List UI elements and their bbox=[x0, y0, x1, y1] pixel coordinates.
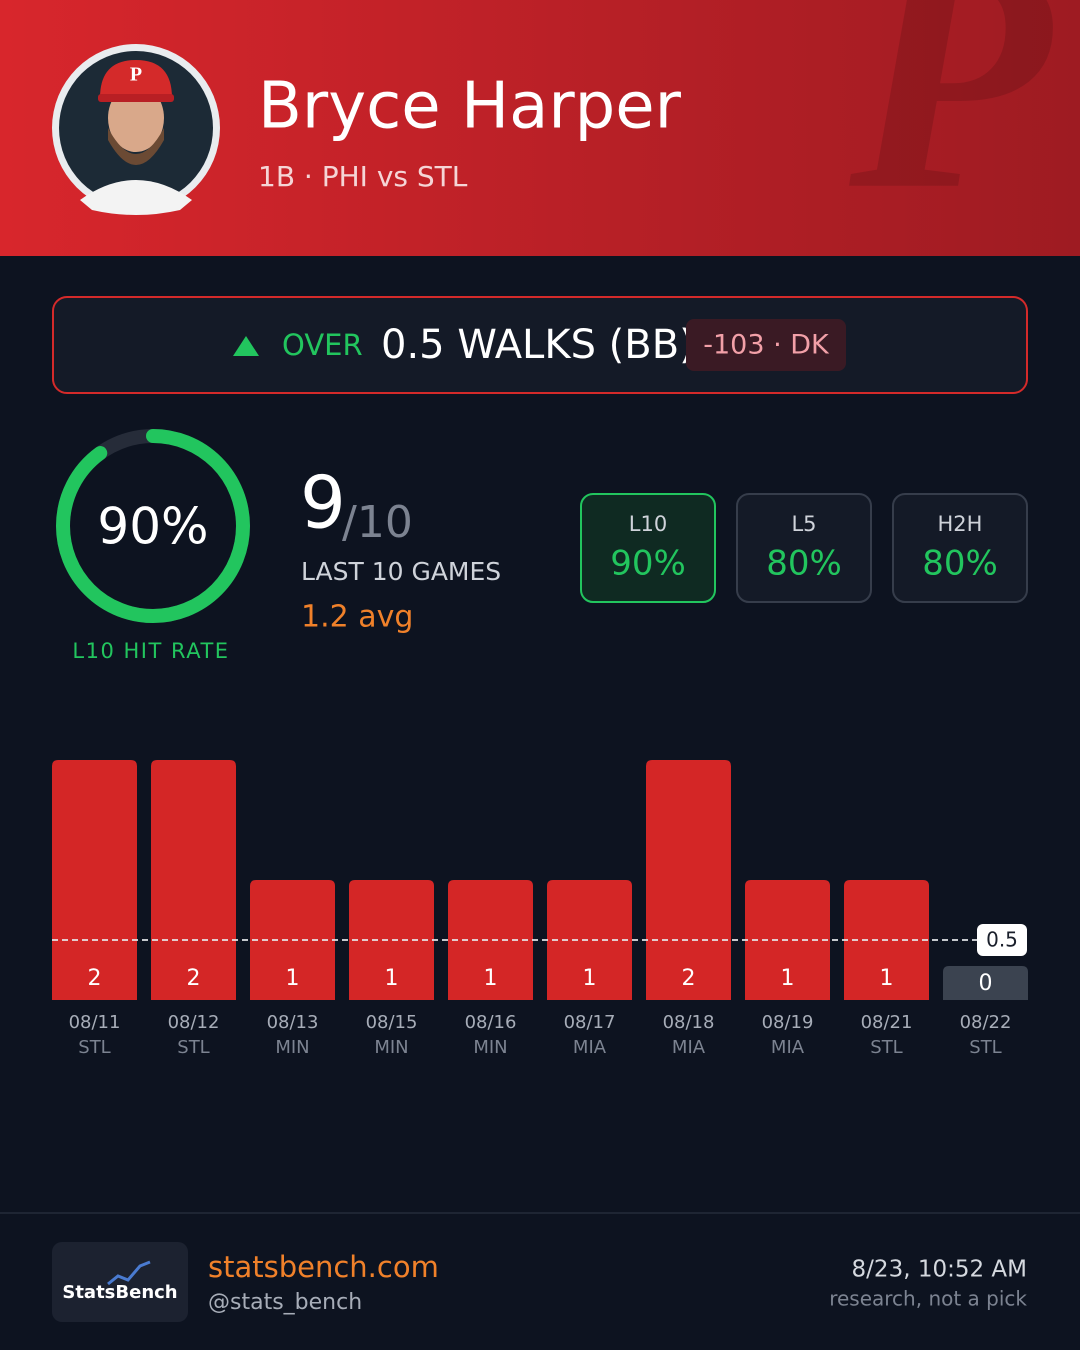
split-box bbox=[892, 493, 1028, 603]
svg-text:P: P bbox=[130, 64, 142, 86]
opponent-label: MIA bbox=[771, 1037, 805, 1058]
opponent-label: MIN bbox=[473, 1037, 507, 1058]
logo-box bbox=[52, 1242, 188, 1322]
avatar: P bbox=[52, 44, 220, 215]
bar-value-label: 1 bbox=[880, 966, 894, 991]
opponent-label: STL bbox=[177, 1037, 209, 1058]
opponent-label: STL bbox=[969, 1037, 1001, 1058]
split-box bbox=[736, 493, 872, 603]
split-value: 80% bbox=[922, 544, 998, 584]
bar bbox=[151, 760, 236, 1000]
bar-value-label: 1 bbox=[286, 966, 300, 991]
split-label: L5 bbox=[791, 512, 816, 536]
prop-line: 0.5 WALKS (BB) bbox=[381, 322, 695, 368]
splits: L10 90% L5 80% H2H 80% bbox=[580, 493, 1028, 603]
hit-rate-ring bbox=[56, 429, 250, 623]
x-tick-label: 08/22 bbox=[960, 1012, 1012, 1033]
bar bbox=[646, 760, 731, 1000]
bar bbox=[943, 966, 1028, 1000]
record-avg: 1.2 avg bbox=[301, 600, 413, 635]
footer-handle: @stats_bench bbox=[208, 1290, 362, 1315]
opponent-label: MIA bbox=[573, 1037, 607, 1058]
logo-icon bbox=[107, 1260, 151, 1286]
split-value: 80% bbox=[766, 544, 842, 584]
opponent-label: MIN bbox=[275, 1037, 309, 1058]
bar-value-label: 1 bbox=[583, 966, 597, 991]
bar-value-label: 0 bbox=[979, 971, 993, 996]
bar-value-label: 1 bbox=[385, 966, 399, 991]
footer-site: statsbench.com bbox=[208, 1250, 439, 1284]
record-total: /10 bbox=[342, 497, 413, 548]
record-games: LAST 10 GAMES bbox=[301, 557, 501, 586]
footer-timestamp: 8/23, 10:52 AM bbox=[852, 1257, 1027, 1283]
player-subtitle: 1B · PHI vs STL bbox=[258, 160, 468, 193]
bar bbox=[52, 760, 137, 1000]
hit-rate-label: 90% bbox=[97, 498, 208, 556]
prop-line-tag bbox=[977, 924, 1027, 956]
bar-value-label: 1 bbox=[484, 966, 498, 991]
prop-side: OVER bbox=[282, 328, 363, 362]
bar bbox=[448, 880, 533, 1000]
bar-value-label: 2 bbox=[88, 966, 102, 991]
opponent-label: STL bbox=[870, 1037, 902, 1058]
x-tick-label: 08/21 bbox=[861, 1012, 913, 1033]
x-tick-label: 08/18 bbox=[663, 1012, 715, 1033]
split-label: L10 bbox=[629, 512, 667, 536]
footer-disclaimer: research, not a pick bbox=[829, 1287, 1027, 1311]
opponent-label: MIN bbox=[374, 1037, 408, 1058]
hit-rate-caption: L10 HIT RATE bbox=[72, 639, 229, 663]
opponent-label: STL bbox=[78, 1037, 110, 1058]
opponent-label: MIA bbox=[672, 1037, 706, 1058]
split-label: H2H bbox=[938, 512, 983, 536]
record-hits: 9 bbox=[300, 461, 346, 545]
bar-chart: 2 08/11 STL 2 08/12 STL 1 08/13 MIN 1 08/15 MIN 1 08/… bbox=[52, 760, 1028, 1058]
bar bbox=[547, 880, 632, 1000]
prop-line-label: 0.5 bbox=[986, 928, 1018, 952]
x-tick-label: 08/11 bbox=[69, 1012, 121, 1033]
x-tick-label: 08/13 bbox=[267, 1012, 319, 1033]
bar-value-label: 2 bbox=[682, 966, 696, 991]
x-tick-label: 08/12 bbox=[168, 1012, 220, 1033]
split-box bbox=[580, 493, 716, 603]
logo-text: StatsBench bbox=[62, 1282, 177, 1303]
split-value: 90% bbox=[610, 544, 686, 584]
x-tick-label: 08/17 bbox=[564, 1012, 616, 1033]
bar bbox=[349, 880, 434, 1000]
bar-value-label: 1 bbox=[781, 966, 795, 991]
x-tick-label: 08/16 bbox=[465, 1012, 517, 1033]
team-logo: P bbox=[844, 0, 1055, 258]
player-name: Bryce Harper bbox=[258, 70, 682, 144]
over-arrow bbox=[233, 336, 259, 356]
prop-odds: -103 · DK bbox=[703, 330, 830, 361]
bar-value-label: 2 bbox=[187, 966, 201, 991]
odds-pill bbox=[686, 319, 846, 371]
x-tick-label: 08/15 bbox=[366, 1012, 418, 1033]
x-tick-label: 08/19 bbox=[762, 1012, 814, 1033]
